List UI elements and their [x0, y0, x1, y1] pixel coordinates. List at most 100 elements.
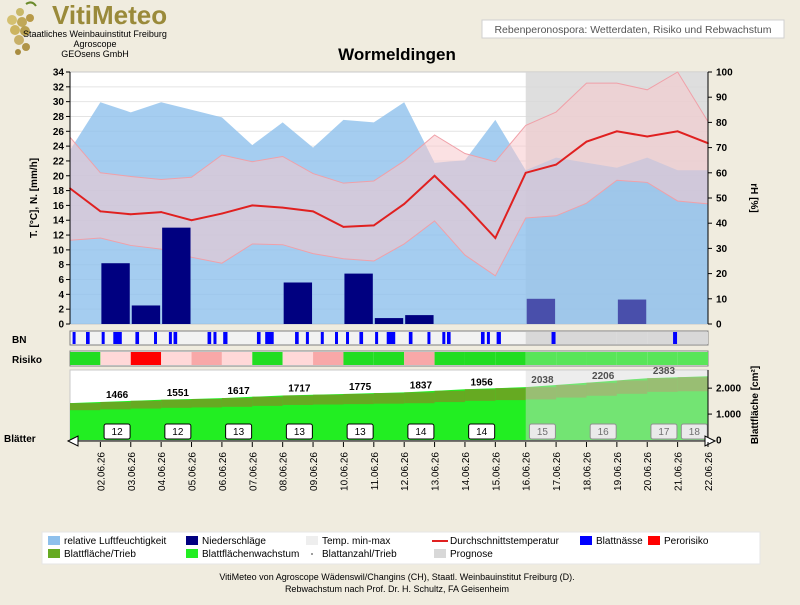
- leaf-panel: 1466 1551 1617 1717 1775 1837 1956 2038 2206 2383…: [4, 366, 761, 447]
- y-tick-label-left-28: 28: [53, 112, 65, 123]
- mean-temperature-point-17.06.26: [555, 163, 557, 166]
- risk-cell-12.06.26: [404, 352, 435, 365]
- precipitation-bar-16.06.26: [526, 298, 556, 324]
- y-tick-label-left-32: 32: [53, 82, 65, 93]
- date-label-19.06.26: 19.06.26: [613, 452, 624, 491]
- y-tick-label-left-6: 6: [58, 275, 64, 286]
- y-axis-label-right: rH [%]: [748, 183, 759, 212]
- risk-cell-10.06.26: [343, 352, 374, 365]
- legend-label-tempband: Temp. min-max: [322, 536, 390, 547]
- mean-temperature-point-21.06.26: [676, 130, 679, 133]
- mean-temperature-line: [69, 130, 709, 240]
- leaf-count-box-20.06.26: [650, 423, 678, 440]
- y-tick-label-right-20: 20: [716, 269, 728, 280]
- y-tick-label-left-34: 34: [53, 68, 65, 79]
- leaf-count-box-06.06.26: [225, 423, 253, 440]
- bn-forecast-18.06.26: [586, 332, 617, 344]
- leaf-area-bar-13.06.26: [434, 390, 465, 403]
- legend-label-forecast: Prognose: [450, 549, 493, 560]
- leaf-area-label-1717: 1717: [288, 383, 311, 394]
- forecast-shading-leaf: [525, 370, 708, 440]
- bn-wet-07.06.26-1: [265, 332, 274, 344]
- mean-temperature-point-13.06.26: [433, 174, 436, 177]
- leaf-area-label-1775: 1775: [349, 382, 372, 393]
- y-axis-label-left: T. [°C], N. [mm/h]: [29, 158, 40, 238]
- leaf-area-label-1837: 1837: [410, 380, 433, 391]
- risk-cell-18.06.26: [586, 352, 617, 365]
- leaf-count-label-16.06.26: 15: [537, 427, 549, 438]
- y-tick-label-right-50: 50: [716, 194, 728, 205]
- y-tick-label-left-30: 30: [53, 97, 65, 108]
- leaf-area-label-2383: 2383: [653, 366, 676, 377]
- leaf-count-box-12.06.26: [407, 423, 435, 440]
- y-tick-label-left-10: 10: [53, 245, 65, 256]
- timeline-arrow-left-icon: [66, 435, 708, 447]
- precipitation-bar-03.06.26: [131, 305, 161, 324]
- leaf-count-box-14.06.26: [468, 423, 496, 440]
- mean-temperature-point-11.06.26: [372, 224, 375, 227]
- leaf-area-bar-18.06.26: [586, 382, 617, 396]
- leaf-area-bar-02.06.26: [100, 401, 131, 410]
- mean-temperature-point-09.06.26: [312, 210, 314, 213]
- leaf-count-box-16.06.26: [528, 423, 556, 440]
- date-label-09.06.26: 09.06.26: [309, 452, 320, 491]
- legend-label-risk: Perorisiko: [664, 536, 709, 547]
- subtitle: Rebenperonospora: Wetterdaten, Risiko un…: [494, 24, 771, 36]
- bn-wet-09.06.26-1: [320, 332, 324, 344]
- date-label-11.06.26: 11.06.26: [370, 452, 381, 491]
- date-label-14.06.26: 14.06.26: [461, 452, 472, 491]
- y-tick-label-right-70: 70: [716, 143, 728, 154]
- precipitation-bar-10.06.26: [344, 273, 373, 324]
- leaf-count-label-14.06.26: 14: [476, 427, 488, 438]
- mean-temperature-point-10.06.26: [342, 226, 345, 228]
- mean-temperature-point-03.06.26: [129, 213, 132, 216]
- legend-label-wetness: Blattnässe: [596, 536, 643, 547]
- leaf-area-bar-15.06.26: [495, 388, 526, 401]
- legend-swatch-humidity: [48, 536, 60, 545]
- mean-temperature-point-05.06.26: [190, 219, 193, 222]
- date-label-13.06.26: 13.06.26: [431, 452, 442, 491]
- y-tick-label-right-30: 30: [716, 244, 728, 255]
- mean-temperature-point-14.06.26: [464, 204, 466, 207]
- bn-wet-10.06.26-1: [359, 332, 364, 344]
- date-label-10.06.26: 10.06.26: [339, 452, 350, 491]
- date-label-22.06.26: 22.06.26: [704, 452, 715, 491]
- date-label-08.06.26: 08.06.26: [279, 452, 290, 491]
- precipitation-bar-08.06.26: [283, 282, 313, 324]
- bn-wet-05.06.26-0: [207, 332, 212, 344]
- leaf-area-bar-10.06.26: [343, 393, 374, 405]
- bn-wet-11.06.26-1: [375, 332, 379, 344]
- leaf-area-label-1551: 1551: [167, 388, 190, 399]
- institute-line-3: GEOsens GmbH: [61, 49, 129, 59]
- leaf-y-tick-label-2000: 2.000: [716, 384, 741, 395]
- y-tick-label-left-4: 4: [58, 290, 64, 301]
- legend-swatch-leafgrowth: [186, 549, 198, 558]
- legend-label-leafarea: Blattfläche/Trieb: [64, 549, 136, 560]
- leaf-area-bar-05.06.26: [191, 399, 222, 408]
- bn-forecast-21.06.26: [677, 332, 708, 344]
- mean-temperature-point-04.06.26: [160, 211, 163, 213]
- bn-wet-10.06.26-0: [346, 332, 350, 344]
- date-label-07.06.26: 07.06.26: [248, 452, 259, 491]
- date-label-17.06.26: 17.06.26: [552, 452, 563, 491]
- leaf-count-label-20.06.26: 17: [658, 427, 670, 438]
- risk-cell-15.06.26: [495, 352, 526, 365]
- leaf-y-axis-label-right: Blattfläche [cm²]: [750, 366, 761, 444]
- leaf-area-bar-03.06.26: [130, 400, 162, 409]
- date-label-21.06.26: 21.06.26: [674, 452, 685, 491]
- precipitation-bar-11.06.26: [374, 318, 404, 324]
- date-label-16.06.26: 16.06.26: [522, 452, 533, 491]
- bn-forecast-20.06.26: [647, 332, 678, 344]
- legend-label-precipitation: Niederschläge: [202, 536, 266, 547]
- leaf-area-bar-08.06.26: [282, 395, 314, 405]
- y-tick-label-right-90: 90: [716, 93, 728, 104]
- leaf-area-label-2038: 2038: [531, 375, 554, 386]
- leaf-count-box-21.06.26: [680, 423, 708, 440]
- mean-temperature-point-02.06.26: [99, 210, 102, 213]
- y-tick-label-left-16: 16: [53, 201, 65, 212]
- mean-temperature-point-19.06.26: [615, 130, 618, 133]
- y-tick-label-left-22: 22: [53, 156, 65, 167]
- legend-swatch-risk: [648, 536, 660, 545]
- leaf-count-box-02.06.26: [103, 423, 131, 440]
